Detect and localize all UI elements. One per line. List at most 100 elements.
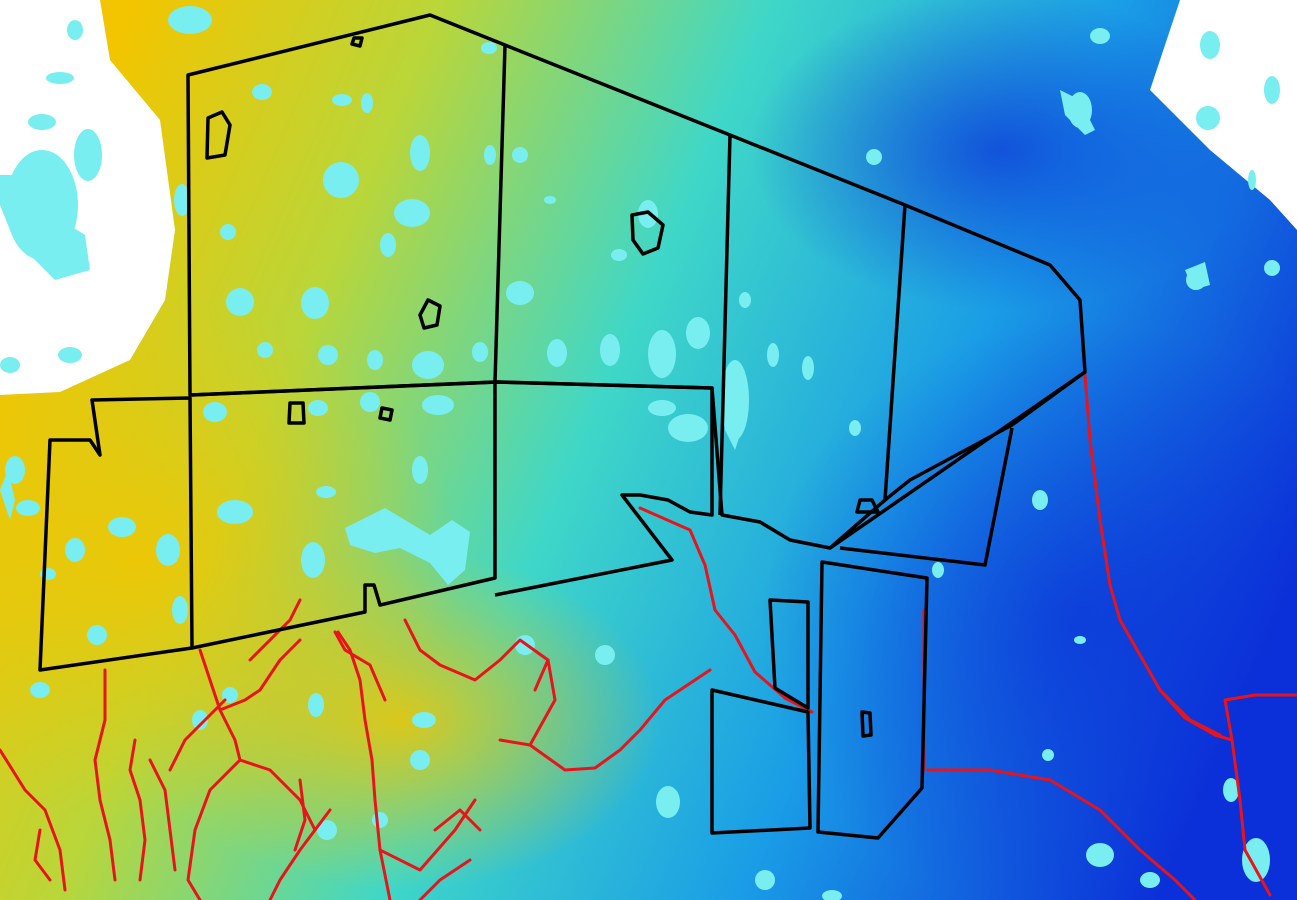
water-patch bbox=[308, 400, 328, 416]
drainage-channel bbox=[293, 778, 307, 852]
water-patch bbox=[648, 330, 676, 378]
water-patch bbox=[217, 500, 253, 524]
field-boundary bbox=[493, 44, 507, 383]
water-patch bbox=[472, 342, 488, 362]
water-body bbox=[1060, 90, 1095, 135]
water-patch bbox=[410, 750, 430, 770]
water-patch bbox=[767, 343, 779, 367]
field-boundary bbox=[38, 396, 194, 672]
water-patch bbox=[318, 345, 338, 365]
water-patch bbox=[367, 350, 383, 370]
elevation-lowland-east bbox=[760, 320, 1297, 900]
water-patch bbox=[301, 542, 325, 578]
water-patch bbox=[412, 712, 436, 728]
field-boundary bbox=[768, 598, 810, 710]
water-patch bbox=[372, 812, 388, 828]
water-patch bbox=[802, 356, 814, 380]
water-patch bbox=[484, 145, 496, 165]
water-patch bbox=[822, 890, 842, 900]
water-patch bbox=[412, 351, 444, 379]
water-patch bbox=[301, 287, 329, 319]
water-patch bbox=[668, 414, 708, 442]
field-boundary bbox=[710, 688, 812, 835]
water-patch bbox=[74, 129, 102, 181]
drainage-channel bbox=[926, 768, 1197, 900]
water-patch bbox=[1086, 843, 1114, 867]
water-patch bbox=[1264, 76, 1280, 104]
water-patch bbox=[932, 562, 944, 578]
water-body bbox=[723, 378, 745, 450]
water-body bbox=[0, 470, 15, 520]
water-patch bbox=[108, 517, 136, 537]
field-boundary bbox=[860, 710, 873, 738]
field-boundary bbox=[350, 36, 364, 48]
drainage-channel bbox=[378, 798, 477, 872]
water-patch bbox=[361, 93, 373, 113]
water-patch bbox=[257, 342, 273, 358]
field-boundary bbox=[816, 560, 929, 840]
water-patch bbox=[30, 682, 50, 698]
water-patch bbox=[410, 135, 430, 171]
water-patch bbox=[252, 84, 272, 100]
drainage-channel bbox=[248, 598, 302, 662]
water-patch bbox=[686, 317, 710, 349]
water-patch bbox=[168, 6, 212, 34]
water-patch bbox=[58, 347, 82, 363]
water-patch bbox=[1196, 106, 1220, 130]
water-patch bbox=[595, 645, 615, 665]
drainage-channel bbox=[1083, 373, 1234, 742]
water-patch bbox=[1032, 490, 1048, 510]
water-patch bbox=[220, 224, 236, 240]
water-patch bbox=[544, 196, 556, 204]
water-patch bbox=[67, 20, 83, 40]
water-patch bbox=[380, 233, 396, 257]
water-patch bbox=[412, 456, 428, 484]
field-boundary bbox=[630, 210, 665, 256]
field-boundaries-layer bbox=[38, 13, 1087, 840]
water-patch bbox=[174, 184, 190, 216]
field-boundary bbox=[287, 401, 306, 425]
drainage-channel bbox=[148, 758, 177, 872]
water-patch bbox=[87, 625, 107, 645]
water-patch bbox=[16, 500, 40, 516]
water-patch bbox=[332, 94, 352, 106]
water-body bbox=[0, 175, 90, 280]
water-patch bbox=[65, 538, 85, 562]
water-patch bbox=[611, 249, 627, 261]
water-body bbox=[1185, 262, 1210, 290]
drainage-channel bbox=[128, 738, 147, 882]
water-patch bbox=[1090, 28, 1110, 44]
water-patch bbox=[0, 357, 20, 373]
field-boundary bbox=[191, 380, 497, 650]
water-patch bbox=[1223, 778, 1239, 802]
water-patch bbox=[203, 402, 227, 422]
water-patch bbox=[46, 72, 74, 84]
drainage-channel bbox=[168, 698, 227, 772]
water-patch bbox=[1248, 170, 1256, 190]
field-boundary bbox=[494, 380, 714, 597]
field-boundary bbox=[829, 370, 1086, 550]
drainage-channel bbox=[218, 638, 302, 712]
drainage-channel bbox=[0, 748, 67, 892]
drainage-channel bbox=[1223, 693, 1297, 742]
water-patch bbox=[316, 486, 336, 498]
drainage-channel bbox=[1230, 738, 1272, 897]
water-patch bbox=[755, 870, 775, 890]
drainage-channel bbox=[418, 858, 472, 900]
field-boundary bbox=[378, 406, 394, 422]
drainage-network-layer bbox=[0, 373, 1297, 900]
drainage-channel bbox=[268, 808, 332, 900]
water-patch bbox=[547, 339, 567, 367]
drainage-channel bbox=[33, 828, 52, 882]
water-patch bbox=[739, 292, 751, 308]
water-patch bbox=[866, 149, 882, 165]
elevation-highland-south bbox=[140, 550, 660, 890]
water-patch bbox=[506, 281, 534, 305]
water-patch bbox=[308, 693, 324, 717]
water-patch bbox=[600, 334, 620, 366]
drainage-channel bbox=[433, 808, 482, 832]
water-patch bbox=[481, 42, 497, 54]
drainage-channel bbox=[533, 658, 550, 692]
